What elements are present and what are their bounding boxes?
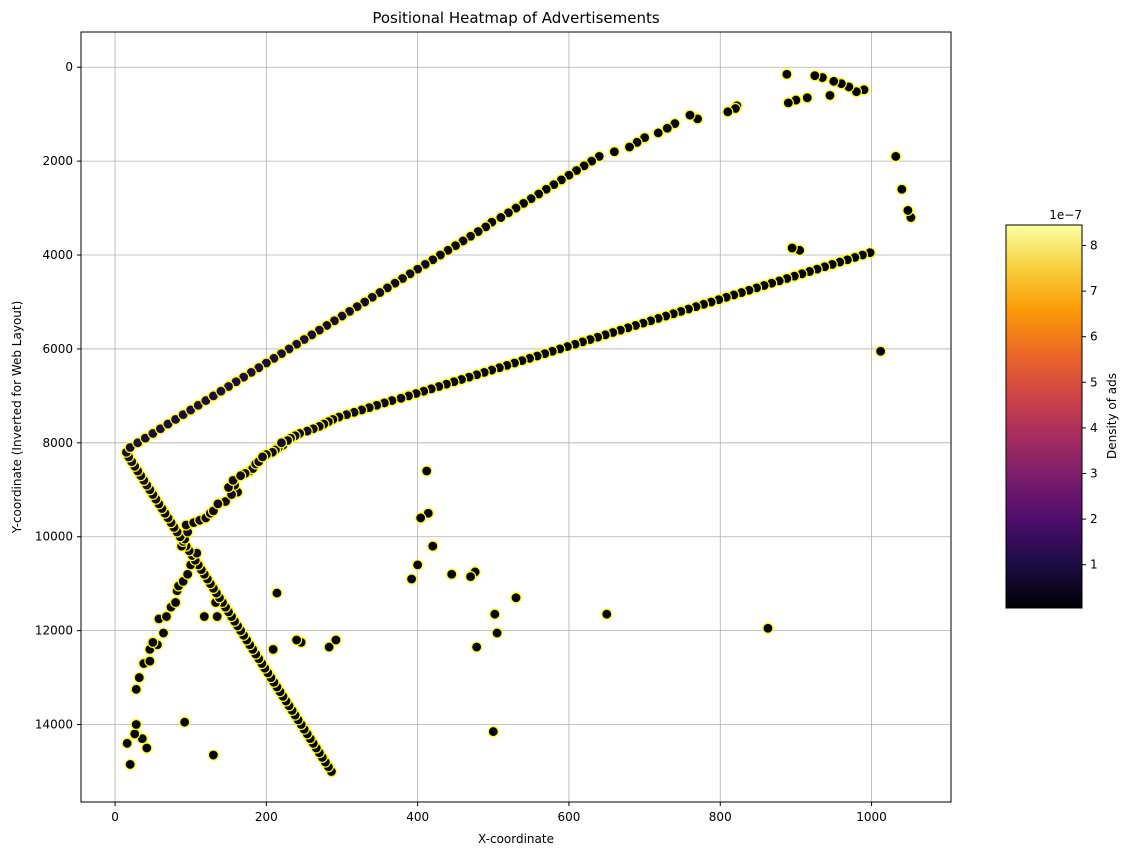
scatter-point (215, 385, 227, 397)
x-tick-label: 0 (111, 810, 119, 824)
scatter-point (684, 109, 696, 121)
scatter-point (211, 610, 223, 623)
plot-frame (80, 31, 952, 803)
scatter-point (275, 437, 288, 449)
scatter-point (144, 655, 156, 667)
scatter-point (801, 92, 813, 104)
scatter-point (510, 592, 522, 604)
colorbar-ticks: 1 2 3 4 5 6 7 8 (1082, 239, 1098, 572)
colorbar-label: Density of ads (1105, 373, 1119, 459)
scatter-point (652, 127, 664, 139)
colorbar: 1e−7 Density of ads 1 2 3 4 5 6 7 8 (1005, 208, 1119, 609)
y-tick-label: 8000 (42, 436, 73, 450)
scatter-point (129, 728, 141, 740)
colorbar-tick-label: 7 (1090, 284, 1098, 298)
scatter-point (141, 742, 153, 754)
scatter-point (207, 749, 219, 761)
scatter-point (471, 641, 483, 653)
scatter-point (623, 141, 636, 153)
colorbar-tick-label: 8 (1090, 239, 1098, 253)
x-tick-label: 600 (558, 810, 581, 824)
scatter-point (809, 70, 821, 82)
scatter-point (601, 608, 613, 620)
scatter-point (182, 568, 194, 580)
scatter-point (179, 716, 191, 728)
scatter-point (495, 211, 507, 224)
scatter-point (235, 470, 247, 482)
y-axis-label: Y-coordinate (Inverted for Web Layout) (10, 301, 24, 535)
y-tick-label: 4000 (42, 248, 73, 262)
scatter-point (421, 465, 433, 477)
scatter-point (133, 671, 145, 684)
scatter-point (395, 392, 407, 404)
scatter-point (198, 610, 210, 623)
grid-layer (81, 32, 951, 802)
scatter-point (130, 683, 142, 695)
y-tick-label: 10000 (35, 530, 73, 544)
scatter-point (212, 498, 224, 510)
colorbar-tick-label: 4 (1090, 421, 1098, 435)
y-tick-label: 6000 (42, 342, 73, 356)
scatter-point (786, 242, 798, 254)
scatter-point (661, 122, 673, 134)
x-tick-label: 400 (406, 810, 429, 824)
scatter-point (828, 75, 840, 87)
x-axis: 0 200 400 600 800 1000 (111, 802, 887, 824)
scatter-point (256, 451, 269, 463)
colorbar-tick-label: 6 (1090, 330, 1098, 344)
colorbar-tick-label: 3 (1090, 466, 1098, 480)
scatter-point (427, 540, 439, 552)
chart-title: Positional Heatmap of Advertisements (372, 9, 660, 27)
y-tick-label: 2000 (42, 154, 73, 168)
scatter-point (130, 718, 142, 731)
colorbar-gradient (1005, 224, 1083, 609)
y-tick-label: 14000 (35, 718, 73, 732)
scatter-point (782, 97, 794, 109)
scatter-point (824, 89, 836, 101)
scatter-point (781, 68, 793, 80)
scatter-point (875, 345, 887, 357)
x-tick-label: 800 (709, 810, 732, 824)
scatter-point (446, 568, 458, 580)
scatter-point (890, 150, 902, 163)
points-layer (120, 68, 917, 778)
scatter-point (902, 204, 914, 217)
scatter-point (147, 636, 159, 648)
colorbar-tick-label: 1 (1090, 558, 1098, 572)
scatter-point (271, 587, 283, 599)
scatter-point (267, 643, 279, 656)
scatter-point (124, 758, 136, 771)
x-axis-label: X-coordinate (478, 832, 554, 846)
scatter-point (415, 512, 427, 524)
colorbar-exponent: 1e−7 (1049, 208, 1082, 222)
scatter-point (330, 634, 342, 646)
scatter-point (160, 610, 173, 623)
scatter-point (412, 559, 424, 571)
scatter-point (896, 183, 908, 195)
scatter-point (121, 737, 133, 749)
scatter-point (465, 571, 477, 583)
scatter-point (489, 608, 501, 620)
scatter-point (487, 725, 499, 738)
scatter-point (722, 106, 734, 118)
scatter-point (169, 596, 182, 609)
scatter-point (608, 146, 620, 158)
colorbar-tick-label: 2 (1090, 512, 1098, 526)
scatter-point (762, 622, 774, 634)
scatter-point (323, 641, 335, 653)
colorbar-tick-label: 5 (1090, 375, 1098, 389)
scatter-point (406, 573, 418, 585)
scatter-point (291, 634, 303, 646)
x-tick-label: 1000 (856, 810, 887, 824)
y-tick-label: 0 (65, 60, 73, 74)
y-tick-label: 12000 (35, 624, 73, 638)
x-tick-label: 200 (255, 810, 278, 824)
y-axis: 0 2000 4000 6000 8000 10000 12000 14000 (35, 60, 81, 732)
scatter-point (157, 627, 170, 639)
scatter-point (491, 627, 503, 639)
